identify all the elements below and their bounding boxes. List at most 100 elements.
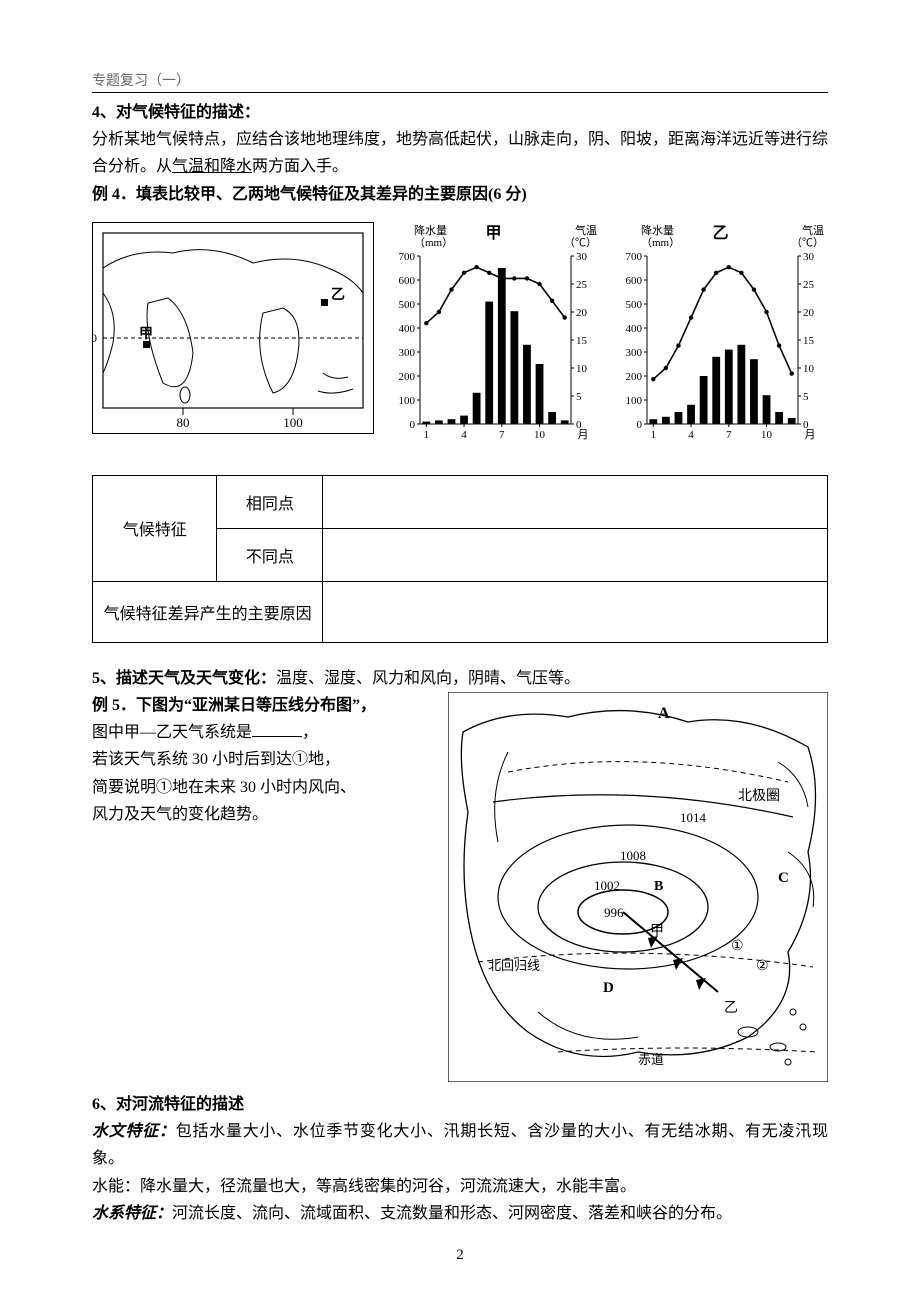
footer-page: 2 [92, 1247, 828, 1264]
system-text: 河流长度、流向、流域面积、支流数量和形态、河网密度、落差和峡谷的分布。 [172, 1205, 732, 1222]
svg-text:400: 400 [399, 323, 416, 335]
svg-text:10: 10 [576, 363, 588, 375]
svg-text:月: 月 [805, 429, 816, 441]
svg-text:4: 4 [688, 429, 694, 441]
svg-text:15: 15 [803, 335, 815, 347]
svg-text:10: 10 [534, 429, 546, 441]
map2-equator: 赤道 [638, 1052, 664, 1067]
ex5-l2b: ， [302, 724, 318, 741]
svg-text:10: 10 [803, 363, 815, 375]
ex5-l2: 图中甲—乙天气系统是 ， [92, 719, 432, 746]
svg-text:0: 0 [637, 419, 643, 431]
svg-text:300: 300 [399, 347, 416, 359]
svg-text:500: 500 [626, 299, 643, 311]
tcell-feature: 气候特征 [93, 475, 217, 581]
svg-text:20: 20 [576, 307, 588, 319]
map2-A: A [658, 705, 670, 722]
svg-text:5: 5 [803, 391, 809, 403]
ex5-text: 例 5．下图为“亚洲某日等压线分布图”， 图中甲—乙天气系统是， 若该天气系统 … [92, 692, 432, 828]
svg-text:（℃）: （℃） [564, 236, 597, 249]
map2-tropic: 北回归线 [488, 958, 540, 973]
ex5-l5: 风力及天气的变化趋势。 [92, 801, 432, 828]
svg-text:30: 30 [803, 251, 815, 263]
section6-hydro: 水文特征：包括水量大小、水位季节变化大小、汛期长短、含沙量的大小、有无结冰期、有… [92, 1118, 828, 1172]
tcell-same-ans[interactable] [323, 475, 828, 528]
svg-text:1: 1 [424, 429, 430, 441]
svg-text:600: 600 [626, 275, 643, 287]
svg-text:乙: 乙 [712, 225, 728, 242]
map2-C: C [778, 870, 789, 886]
map1-lat20: 20 [93, 331, 97, 345]
tcell-diff-ans[interactable] [323, 528, 828, 581]
svg-text:500: 500 [399, 299, 416, 311]
section4-text2: 两方面入手。 [252, 158, 348, 175]
map2-1008: 1008 [620, 848, 646, 863]
svg-text:200: 200 [399, 371, 416, 383]
map2-996: 996 [604, 905, 624, 920]
section4-title: 4、对气候特征的描述： [92, 99, 828, 126]
header-rule [92, 92, 828, 93]
section6-title: 6、对河流特征的描述 [92, 1091, 828, 1118]
svg-text:7: 7 [499, 429, 505, 441]
svg-text:400: 400 [626, 323, 643, 335]
svg-text:10: 10 [761, 429, 773, 441]
climate-table: 气候特征 相同点 不同点 气候特征差异产生的主要原因 [92, 475, 828, 643]
map2-two: ② [756, 959, 769, 974]
svg-text:200: 200 [626, 371, 643, 383]
section5-title: 5、描述天气及天气变化：温度、湿度、风力和风向，阴晴、气压等。 [92, 665, 828, 692]
section6-system: 水系特征：河流长度、流向、流域面积、支流数量和形态、河网密度、落差和峡谷的分布。 [92, 1200, 828, 1227]
map2-jia: 甲 [650, 924, 664, 939]
svg-text:100: 100 [626, 395, 643, 407]
map2: A 北极圈 1014 1008 1002 B 996 C 甲 ① ② 北回归线 … [448, 692, 828, 1087]
section4-num: 4、对气候特征的描述： [92, 104, 260, 121]
tcell-same: 相同点 [217, 475, 323, 528]
chart-yi: 降水量（mm）乙气温（℃）010020030040050060070005101… [613, 222, 828, 457]
ex5-l3: 若该天气系统 30 小时后到达①地， [92, 746, 432, 773]
svg-text:（mm）: （mm） [414, 236, 453, 249]
svg-text:气温: 气温 [575, 223, 597, 237]
hydro-label: 水文特征： [92, 1123, 176, 1140]
section6-power: 水能：降水量大，径流量也大，等高线密集的河谷，河流流速大，水能丰富。 [92, 1173, 828, 1200]
tcell-diff: 不同点 [217, 528, 323, 581]
svg-text:20: 20 [803, 307, 815, 319]
ex5-l2a: 图中甲—乙天气系统是 [92, 724, 252, 741]
svg-text:25: 25 [576, 279, 588, 291]
svg-text:30: 30 [576, 251, 588, 263]
chart-jia: 降水量（mm）甲气温（℃）010020030040050060070005101… [386, 222, 601, 457]
system-label: 水系特征： [92, 1205, 172, 1222]
svg-text:（℃）: （℃） [791, 236, 824, 249]
tcell-cause-ans[interactable] [323, 581, 828, 642]
map2-yi: 乙 [724, 1000, 738, 1016]
map2-1014: 1014 [680, 810, 707, 825]
svg-text:600: 600 [399, 275, 416, 287]
section6-num: 6、对河流特征的描述 [92, 1096, 244, 1113]
example4-label: 例 4．填表比较甲、乙两地气候特征及其差异的主要原因(6 分) [92, 181, 828, 208]
svg-text:0: 0 [410, 419, 416, 431]
svg-text:4: 4 [461, 429, 467, 441]
ex5-wrap: 例 5．下图为“亚洲某日等压线分布图”， 图中甲—乙天气系统是， 若该天气系统 … [92, 692, 828, 1087]
map1: 80 100 20 甲 [92, 222, 374, 434]
svg-text:1: 1 [651, 429, 657, 441]
svg-text:（mm）: （mm） [641, 236, 680, 249]
map2-arctic: 北极圈 [738, 788, 780, 804]
svg-text:甲: 甲 [485, 224, 501, 242]
svg-text:5: 5 [576, 391, 582, 403]
map1-yi: 乙 [331, 287, 345, 303]
map2-one: ① [731, 939, 744, 954]
ex5-blank[interactable] [252, 720, 302, 737]
svg-text:降水量: 降水量 [641, 223, 674, 237]
svg-text:700: 700 [399, 251, 416, 263]
section5-rest: 温度、湿度、风力和风向，阴晴、气压等。 [276, 670, 580, 687]
section5-num: 5、描述天气及天气变化： [92, 670, 276, 687]
map2-B: B [654, 879, 663, 894]
svg-text:降水量: 降水量 [414, 223, 447, 237]
ex5-l4: 简要说明①地在未来 30 小时内风向、 [92, 774, 432, 801]
section4-body: 分析某地气候特点，应结合该地地理纬度，地势高低起伏，山脉走向，阴、阳坡，距离海洋… [92, 126, 828, 180]
map1-jia: 甲 [139, 326, 153, 342]
map2-D: D [603, 980, 614, 996]
svg-text:15: 15 [576, 335, 588, 347]
svg-text:700: 700 [626, 251, 643, 263]
svg-text:25: 25 [803, 279, 815, 291]
svg-text:月: 月 [578, 429, 589, 441]
map1-lon80: 80 [177, 415, 190, 430]
